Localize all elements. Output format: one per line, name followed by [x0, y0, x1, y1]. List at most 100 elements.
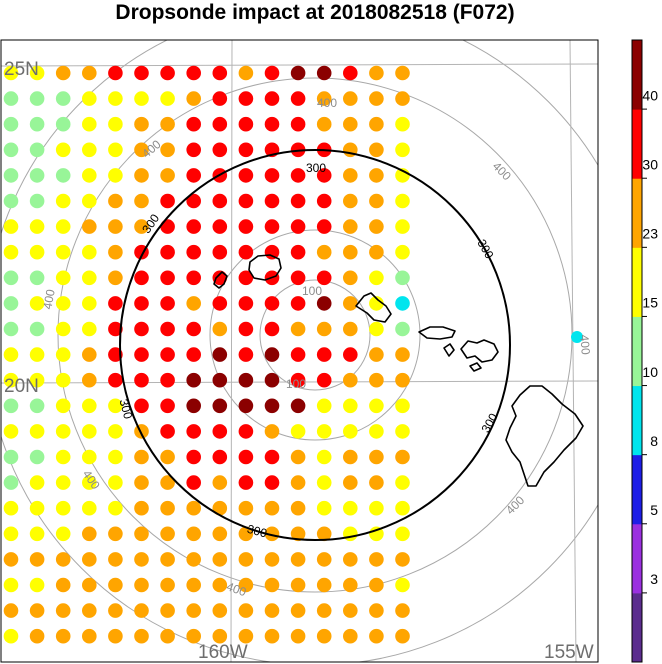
impact-dot — [238, 244, 254, 260]
impact-dot — [3, 577, 19, 593]
impact-dot — [134, 500, 149, 516]
impact-dot — [108, 398, 123, 414]
impact-dot — [290, 193, 306, 209]
impact-dot — [82, 628, 97, 644]
impact-dot — [316, 168, 332, 183]
impact-dot — [264, 91, 280, 106]
lon-line-155w — [569, 40, 577, 662]
lanai-island — [443, 343, 455, 357]
impact-dot — [108, 526, 123, 542]
impact-dot — [108, 244, 123, 260]
colorbar-segment — [632, 454, 642, 525]
impact-dot — [212, 526, 228, 542]
colorbar-segment — [632, 247, 642, 317]
impact-dot — [82, 372, 97, 388]
impact-dot — [238, 475, 254, 490]
colorbar-segment — [632, 40, 642, 110]
impact-dot — [395, 628, 410, 644]
impact-dot — [369, 424, 384, 439]
impact-dot — [186, 193, 201, 209]
impact-dot — [29, 628, 45, 644]
impact-dot — [369, 577, 384, 593]
impact-dot — [369, 168, 384, 183]
map-title: Dropsonde impact at 2018082518 (F072) — [115, 1, 515, 24]
impact-dot — [212, 347, 228, 362]
impact-dot — [343, 475, 358, 490]
impact-dot — [290, 552, 306, 567]
impact-dot — [212, 321, 228, 337]
impact-dot — [290, 603, 306, 618]
impact-dot — [29, 424, 45, 439]
impact-dot — [55, 244, 71, 260]
impact-dot — [290, 424, 306, 439]
impact-dot — [212, 91, 228, 106]
impact-dot — [238, 142, 254, 158]
impact-dot — [134, 142, 149, 158]
impact-dot — [55, 603, 71, 618]
impact-dot — [29, 142, 45, 158]
impact-dot — [55, 321, 71, 337]
lon-label-160w: 160W — [198, 642, 248, 663]
impact-dot — [134, 193, 149, 209]
impact-dot — [264, 168, 280, 183]
impact-dot — [395, 449, 410, 465]
impact-dot — [369, 500, 384, 516]
impact-dot — [395, 321, 410, 337]
impact-dot — [3, 424, 19, 439]
impact-dot — [29, 526, 45, 542]
impact-dot — [369, 398, 384, 414]
impact-dot — [82, 296, 97, 311]
impact-dot — [369, 193, 384, 209]
impact-dot — [186, 552, 201, 567]
impact-dot — [160, 168, 175, 183]
impact-dot — [290, 321, 306, 337]
impact-dot — [3, 193, 19, 209]
impact-dot — [316, 398, 332, 414]
impact-dot — [186, 244, 201, 260]
impact-dot — [55, 116, 71, 132]
impact-dot — [290, 577, 306, 593]
impact-dot — [134, 296, 149, 311]
lon-label-155w: 155W — [544, 642, 594, 663]
impact-dot — [160, 91, 175, 106]
maui-island — [460, 339, 499, 363]
impact-dot — [238, 552, 254, 567]
impact-dot — [212, 296, 228, 311]
impact-dot — [395, 526, 410, 542]
impact-dot — [82, 116, 97, 132]
impact-dot — [264, 475, 280, 490]
impact-dot — [343, 168, 358, 183]
impact-dot — [343, 500, 358, 516]
ring-label-400-right: 400 — [577, 334, 593, 355]
impact-dot — [290, 372, 306, 388]
impact-dot — [82, 65, 97, 81]
impact-dot — [82, 142, 97, 158]
impact-dot — [264, 372, 280, 388]
impact-dot — [160, 424, 175, 439]
impact-dot — [316, 321, 332, 337]
impact-dot — [3, 475, 19, 490]
impact-dot — [82, 552, 97, 567]
lon-line-160w — [230, 40, 233, 662]
impact-dot — [108, 500, 123, 516]
impact-dot — [82, 219, 97, 234]
impact-dot — [343, 65, 358, 81]
impact-dots — [3, 65, 583, 644]
impact-dot — [238, 116, 254, 132]
impact-dot — [343, 347, 358, 362]
impact-dot — [316, 193, 332, 209]
impact-dot — [108, 142, 123, 158]
impact-dot — [212, 500, 228, 516]
impact-dot — [160, 347, 175, 362]
impact-dot — [186, 116, 201, 132]
impact-dot — [290, 398, 306, 414]
impact-dot — [316, 526, 332, 542]
impact-dot — [3, 270, 19, 286]
colorbar-label: 30 — [642, 156, 658, 172]
impact-dot — [369, 244, 384, 260]
kahoolawe-island — [469, 362, 482, 372]
impact-dot — [108, 219, 123, 234]
impact-dot — [134, 91, 149, 106]
oahu-island — [355, 292, 392, 323]
